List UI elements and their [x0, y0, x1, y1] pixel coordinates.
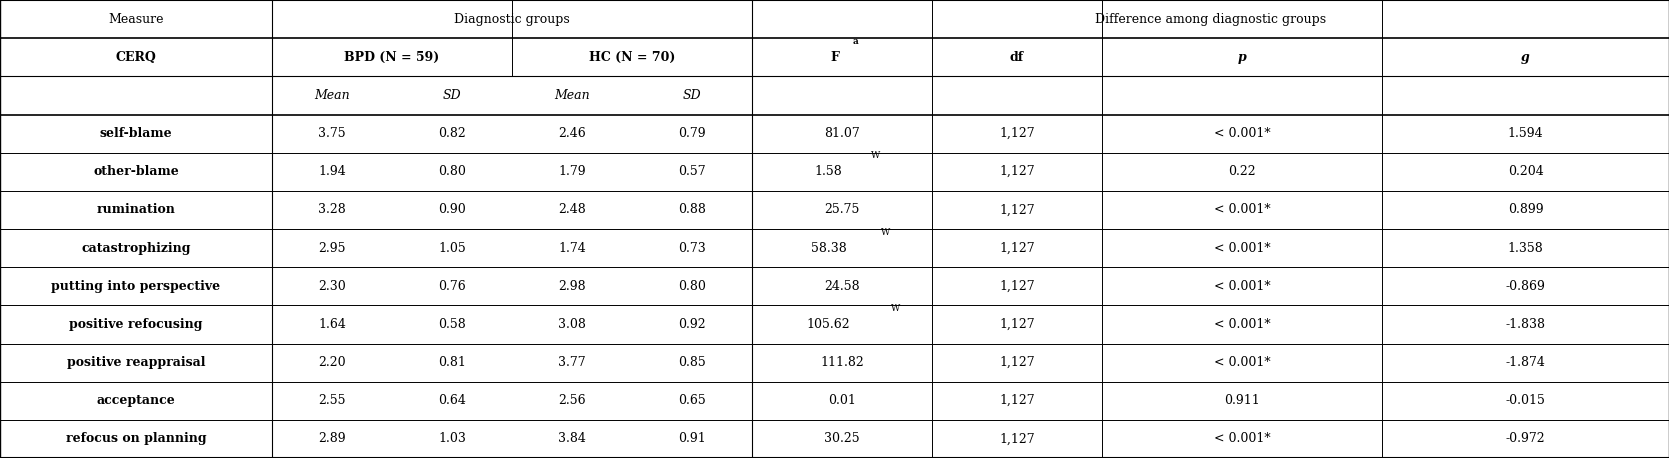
Text: 0.899: 0.899 — [1507, 203, 1544, 217]
Text: 0.57: 0.57 — [678, 165, 706, 178]
Text: 105.62: 105.62 — [806, 318, 851, 331]
Text: 0.65: 0.65 — [678, 394, 706, 407]
Text: 25.75: 25.75 — [824, 203, 860, 217]
Text: 0.91: 0.91 — [678, 432, 706, 446]
Text: -1.838: -1.838 — [1505, 318, 1545, 331]
Text: 1.03: 1.03 — [437, 432, 466, 446]
Text: 2.20: 2.20 — [319, 356, 345, 369]
Text: 0.204: 0.204 — [1507, 165, 1544, 178]
Text: 1,127: 1,127 — [1000, 280, 1035, 293]
Text: 1,127: 1,127 — [1000, 127, 1035, 140]
Text: g: g — [1520, 51, 1530, 64]
Text: positive reappraisal: positive reappraisal — [67, 356, 205, 369]
Text: Mean: Mean — [554, 89, 589, 102]
Text: 0.80: 0.80 — [678, 280, 706, 293]
Text: 3.84: 3.84 — [557, 432, 586, 446]
Text: 111.82: 111.82 — [819, 356, 865, 369]
Text: 2.56: 2.56 — [557, 394, 586, 407]
Text: 0.82: 0.82 — [439, 127, 466, 140]
Text: Diagnostic groups: Diagnostic groups — [454, 12, 569, 26]
Text: 0.76: 0.76 — [439, 280, 466, 293]
Text: < 0.001*: < 0.001* — [1213, 432, 1270, 446]
Text: 0.22: 0.22 — [1228, 165, 1255, 178]
Text: 1,127: 1,127 — [1000, 356, 1035, 369]
Text: -0.869: -0.869 — [1505, 280, 1545, 293]
Text: 0.92: 0.92 — [678, 318, 706, 331]
Text: W: W — [871, 151, 880, 160]
Text: other-blame: other-blame — [93, 165, 179, 178]
Text: rumination: rumination — [97, 203, 175, 217]
Text: 2.48: 2.48 — [557, 203, 586, 217]
Text: 0.01: 0.01 — [828, 394, 856, 407]
Text: 0.88: 0.88 — [678, 203, 706, 217]
Text: 1.64: 1.64 — [319, 318, 345, 331]
Text: refocus on planning: refocus on planning — [65, 432, 207, 446]
Text: 0.80: 0.80 — [437, 165, 466, 178]
Text: positive refocusing: positive refocusing — [68, 318, 202, 331]
Text: 1.58: 1.58 — [814, 165, 843, 178]
Text: 2.46: 2.46 — [557, 127, 586, 140]
Text: 3.28: 3.28 — [319, 203, 345, 217]
Text: 3.08: 3.08 — [557, 318, 586, 331]
Text: SD: SD — [683, 89, 701, 102]
Text: 0.911: 0.911 — [1223, 394, 1260, 407]
Text: 1.94: 1.94 — [319, 165, 345, 178]
Text: 1,127: 1,127 — [1000, 394, 1035, 407]
Text: 2.98: 2.98 — [557, 280, 586, 293]
Text: 1.79: 1.79 — [557, 165, 586, 178]
Text: a: a — [853, 37, 858, 46]
Text: SD: SD — [442, 89, 461, 102]
Text: < 0.001*: < 0.001* — [1213, 203, 1270, 217]
Text: 1,127: 1,127 — [1000, 318, 1035, 331]
Text: 1,127: 1,127 — [1000, 432, 1035, 446]
Text: HC (N = 70): HC (N = 70) — [589, 51, 676, 64]
Text: 2.89: 2.89 — [319, 432, 345, 446]
Text: p: p — [1238, 51, 1247, 64]
Text: 2.30: 2.30 — [319, 280, 345, 293]
Text: -1.874: -1.874 — [1505, 356, 1545, 369]
Text: df: df — [1010, 51, 1025, 64]
Text: 0.85: 0.85 — [678, 356, 706, 369]
Text: 3.75: 3.75 — [319, 127, 345, 140]
Text: 24.58: 24.58 — [824, 280, 860, 293]
Text: < 0.001*: < 0.001* — [1213, 241, 1270, 255]
Text: 3.77: 3.77 — [557, 356, 586, 369]
Text: 1,127: 1,127 — [1000, 203, 1035, 217]
Text: 0.81: 0.81 — [437, 356, 466, 369]
Text: < 0.001*: < 0.001* — [1213, 356, 1270, 369]
Text: W: W — [891, 304, 900, 313]
Text: catastrophizing: catastrophizing — [82, 241, 190, 255]
Text: < 0.001*: < 0.001* — [1213, 318, 1270, 331]
Text: -0.972: -0.972 — [1505, 432, 1545, 446]
Text: -0.015: -0.015 — [1505, 394, 1545, 407]
Text: CERQ: CERQ — [115, 51, 157, 64]
Text: acceptance: acceptance — [97, 394, 175, 407]
Text: 1.74: 1.74 — [557, 241, 586, 255]
Text: BPD (N = 59): BPD (N = 59) — [344, 51, 439, 64]
Text: 2.55: 2.55 — [319, 394, 345, 407]
Text: 0.79: 0.79 — [678, 127, 706, 140]
Text: 1.358: 1.358 — [1507, 241, 1544, 255]
Text: W: W — [881, 228, 890, 236]
Text: 2.95: 2.95 — [319, 241, 345, 255]
Text: Measure: Measure — [108, 12, 164, 26]
Text: 58.38: 58.38 — [811, 241, 846, 255]
Text: 0.90: 0.90 — [439, 203, 466, 217]
Text: self-blame: self-blame — [100, 127, 172, 140]
Text: < 0.001*: < 0.001* — [1213, 280, 1270, 293]
Text: 0.58: 0.58 — [439, 318, 466, 331]
Text: 30.25: 30.25 — [824, 432, 860, 446]
Text: Difference among diagnostic groups: Difference among diagnostic groups — [1095, 12, 1327, 26]
Text: 0.73: 0.73 — [678, 241, 706, 255]
Text: Mean: Mean — [314, 89, 350, 102]
Text: F: F — [831, 51, 840, 64]
Text: 1.594: 1.594 — [1507, 127, 1544, 140]
Text: 1.05: 1.05 — [439, 241, 466, 255]
Text: 1,127: 1,127 — [1000, 241, 1035, 255]
Text: < 0.001*: < 0.001* — [1213, 127, 1270, 140]
Text: 1,127: 1,127 — [1000, 165, 1035, 178]
Text: 81.07: 81.07 — [824, 127, 860, 140]
Text: putting into perspective: putting into perspective — [52, 280, 220, 293]
Text: 0.64: 0.64 — [437, 394, 466, 407]
